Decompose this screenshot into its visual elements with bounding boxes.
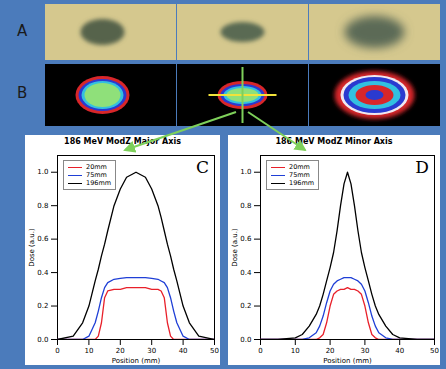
svg-text:20: 20 <box>116 347 125 355</box>
svg-text:50: 50 <box>210 347 219 355</box>
html-text:75mm: 75mm <box>86 171 107 179</box>
svg-text:40: 40 <box>395 347 404 355</box>
html-text:C: C <box>196 157 209 177</box>
svg-text:0.0: 0.0 <box>37 336 48 344</box>
html-text:A: A <box>17 22 28 40</box>
svg-text:Position (mm): Position (mm) <box>112 357 161 365</box>
svg-text:0.8: 0.8 <box>37 202 48 210</box>
svg-text:10: 10 <box>84 347 93 355</box>
html-text:186 MeV ModZ Minor Axis: 186 MeV ModZ Minor Axis <box>275 137 393 146</box>
html-text:75mm: 75mm <box>289 171 310 179</box>
svg-text:1.0: 1.0 <box>37 168 48 176</box>
svg-text:0.8: 0.8 <box>240 202 251 210</box>
html-text:B: B <box>17 84 28 102</box>
svg-text:20: 20 <box>326 347 335 355</box>
svg-text:1.0: 1.0 <box>240 168 251 176</box>
svg-text:0.0: 0.0 <box>240 336 251 344</box>
svg-text:Position (mm): Position (mm) <box>323 357 372 365</box>
html-text:20mm: 20mm <box>289 163 310 171</box>
svg-text:0: 0 <box>55 347 59 355</box>
svg-text:50: 50 <box>430 347 439 355</box>
html-text:196mm: 196mm <box>86 179 112 187</box>
svg-text:0.4: 0.4 <box>37 269 49 277</box>
svg-text:0.2: 0.2 <box>37 302 48 310</box>
svg-text:0.6: 0.6 <box>240 235 252 243</box>
svg-text:30: 30 <box>360 347 369 355</box>
svg-text:30: 30 <box>147 347 156 355</box>
svg-text:0.6: 0.6 <box>37 235 49 243</box>
svg-text:0.2: 0.2 <box>240 302 251 310</box>
html-text:20mm: 20mm <box>86 163 107 171</box>
html-text:D: D <box>415 157 429 177</box>
html-text:196mm: 196mm <box>289 179 315 187</box>
svg-text:0: 0 <box>258 347 262 355</box>
svg-text:40: 40 <box>179 347 188 355</box>
svg-text:0.4: 0.4 <box>240 269 252 277</box>
svg-text:Dose (a.u.): Dose (a.u.) <box>28 228 36 267</box>
svg-text:10: 10 <box>291 347 300 355</box>
svg-text:Dose (a.u.): Dose (a.u.) <box>231 228 239 267</box>
html-text:186 MeV ModZ Major Axis: 186 MeV ModZ Major Axis <box>64 137 181 146</box>
